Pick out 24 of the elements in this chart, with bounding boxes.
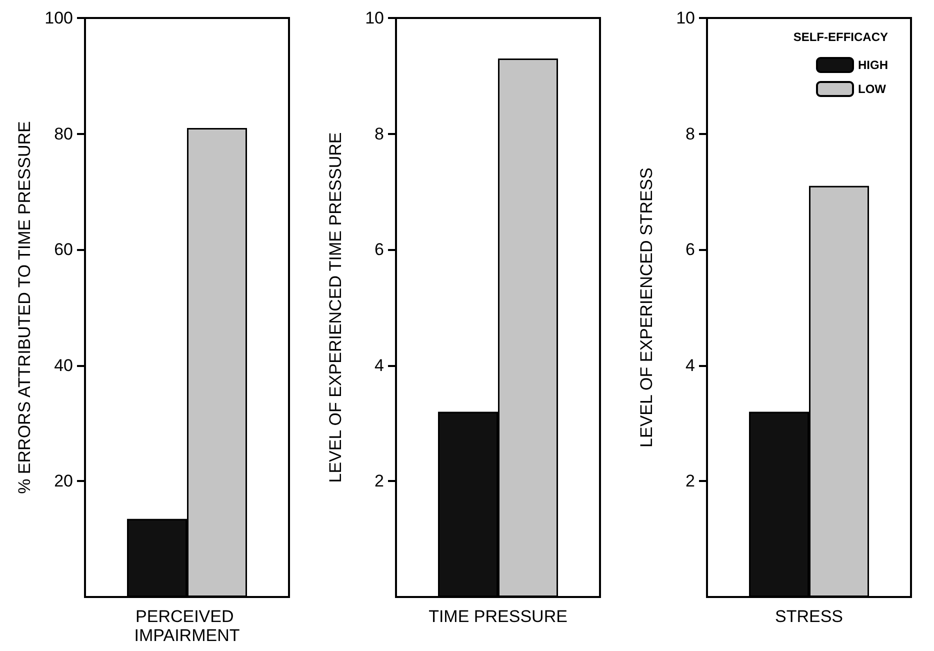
y-tick-label: 60 bbox=[54, 240, 73, 260]
y-tick-label: 10 bbox=[676, 8, 695, 28]
y-tick-label: 8 bbox=[374, 124, 384, 144]
y-tick-label: 20 bbox=[54, 472, 73, 491]
x-tick-label: STRESS bbox=[774, 607, 844, 626]
y-tick-label: 80 bbox=[54, 124, 73, 144]
y-tick-label: 40 bbox=[54, 356, 73, 375]
y-tick-label: 2 bbox=[686, 472, 695, 491]
legend-label: LOW bbox=[858, 82, 887, 96]
y-tick-label: 8 bbox=[686, 124, 695, 144]
y-axis-title: % ERRORS ATTRIBUTED TO TIME PRESSURE bbox=[15, 121, 34, 494]
legend-title: SELF-EFFICACY bbox=[793, 30, 888, 44]
x-tick-label: PERCEIVED IMPAIRMENT bbox=[134, 607, 240, 645]
x-tick-label: TIME PRESSURE bbox=[428, 607, 568, 626]
y-tick-label: 2 bbox=[374, 472, 384, 491]
y-axis-title: LEVEL OF EXPERIENCED TIME PRESSURE bbox=[326, 132, 345, 483]
y-tick-label: 10 bbox=[365, 8, 384, 28]
y-axis-title: LEVEL OF EXPERIENCED STRESS bbox=[637, 168, 656, 448]
y-tick-label: 4 bbox=[374, 356, 384, 375]
legend-label: HIGH bbox=[858, 58, 888, 72]
y-tick-label: 6 bbox=[374, 240, 384, 260]
y-tick-label: 4 bbox=[686, 356, 695, 375]
y-tick-label: 6 bbox=[686, 240, 695, 260]
y-tick-label: 100 bbox=[44, 8, 73, 28]
